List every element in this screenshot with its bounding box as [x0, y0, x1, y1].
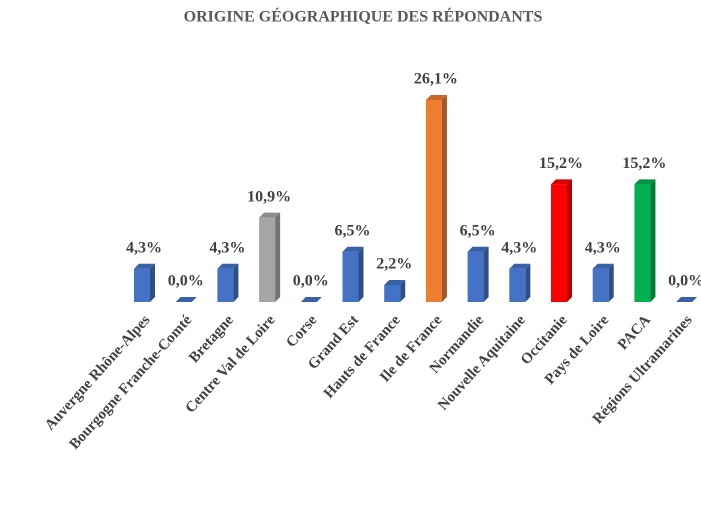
bar-front [384, 284, 401, 302]
x-tick-label: Corse [283, 312, 320, 351]
bar-front [467, 251, 484, 302]
data-label: 26,1% [414, 71, 458, 88]
bar-top-shade [425, 94, 447, 100]
bar-top [551, 179, 572, 185]
bar [384, 279, 406, 302]
bar-side-shade [150, 263, 155, 302]
bar-top [592, 263, 614, 269]
bar-front [551, 184, 567, 302]
bar-top-shade [259, 212, 281, 218]
bar-front [509, 268, 526, 302]
bar-front [634, 184, 651, 302]
bar-top [384, 279, 406, 285]
bar-side-shade [608, 263, 614, 302]
bar [259, 212, 281, 302]
bar [217, 263, 239, 302]
bar [134, 263, 155, 302]
data-label: 6,5% [460, 222, 496, 239]
data-label: 10,9% [247, 188, 291, 205]
bar-side-shade [275, 212, 281, 302]
bar-top [676, 297, 698, 302]
bar-top [217, 263, 239, 269]
data-label: 4,3% [585, 239, 621, 256]
bar-top [300, 297, 322, 302]
bar-top-shade [175, 297, 197, 302]
bar [425, 94, 447, 303]
data-label: 4,3% [126, 239, 162, 256]
data-label: 4,3% [209, 239, 245, 256]
bar-side-shade [233, 263, 239, 302]
bar-front [592, 268, 609, 302]
bar-side [525, 263, 531, 302]
bar-front [342, 251, 359, 302]
bar-top [342, 246, 364, 252]
chart-title: ORIGINE GÉOGRAPHIQUE DES RÉPONDANTS [184, 7, 543, 26]
bar-side [233, 263, 239, 302]
data-label: 0,0% [168, 273, 204, 290]
bar-top [509, 263, 531, 269]
bar-side [358, 246, 364, 302]
bar [509, 263, 531, 302]
bar-side-shade [400, 279, 406, 302]
data-label: 15,2% [539, 155, 583, 172]
bar-side-shade [441, 94, 447, 303]
bar-side-shade [567, 179, 572, 302]
bar-front [217, 268, 234, 302]
bar-top [259, 212, 281, 218]
bar-front [134, 268, 150, 302]
bar-side-shade [650, 179, 656, 302]
bar [592, 263, 614, 302]
bar-side [650, 179, 656, 302]
data-label: 0,0% [668, 273, 701, 290]
data-label: 2,2% [376, 256, 412, 273]
bar-top-shade [300, 297, 322, 302]
bar-top [175, 297, 197, 302]
bar-top [425, 94, 447, 100]
data-label: 0,0% [293, 273, 329, 290]
bar-top-shade [634, 179, 656, 185]
bar [551, 179, 572, 302]
bar-top-shade [384, 279, 406, 285]
bar-side-shade [525, 263, 531, 302]
bar-top-shade [592, 263, 614, 269]
bar [175, 297, 197, 302]
data-label: 15,2% [622, 155, 666, 172]
bar-top-shade [551, 179, 572, 185]
bar-side [400, 279, 406, 302]
bar [467, 246, 489, 302]
bar-top-shade [134, 263, 155, 269]
bar-top-shade [467, 246, 489, 252]
x-tick-label: PACA [615, 312, 654, 353]
bar-top [634, 179, 656, 185]
bar-front [425, 99, 442, 303]
bar-side [483, 246, 489, 302]
x-tick-label: Hauts de France [321, 312, 404, 402]
bar-side [567, 179, 572, 302]
data-label: 4,3% [501, 239, 537, 256]
bar [342, 246, 364, 302]
bar-top-shade [509, 263, 531, 269]
bar-front [259, 217, 276, 302]
bar-side [441, 94, 447, 303]
bar-top-shade [676, 297, 698, 302]
bar [634, 179, 656, 302]
data-label: 6,5% [335, 222, 371, 239]
bar-side-shade [358, 246, 364, 302]
bar-top [134, 263, 155, 269]
bar-top-shade [217, 263, 239, 269]
bar-top [467, 246, 489, 252]
bar [676, 297, 698, 302]
bar [300, 297, 322, 302]
bar-top-shade [342, 246, 364, 252]
bar-side [150, 263, 155, 302]
bar-side-shade [483, 246, 489, 302]
bar-side [275, 212, 281, 302]
bar-side [608, 263, 614, 302]
